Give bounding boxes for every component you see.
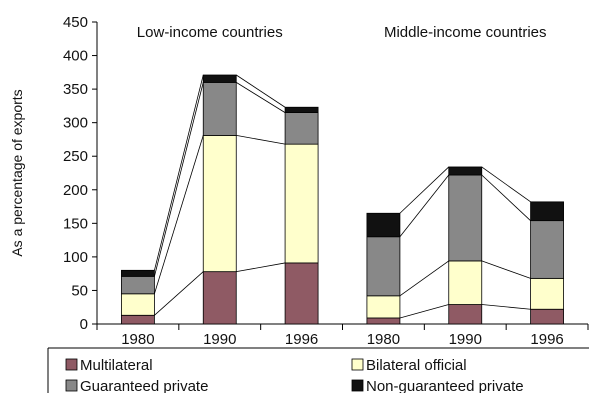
bar-segment-non-guaranteed-private [530,201,564,222]
legend-swatch-non-guaranteed-private [351,379,364,392]
labels: 0 50 100 150 200 250 300 350 400 450 As a percenta… [9,14,564,348]
y-tick-label: 50 [71,282,88,299]
y-tick-label: 450 [63,14,88,31]
bar-segment-multilateral [284,262,319,325]
x-tick-label: 1996 [530,331,563,348]
connector-line [154,135,204,294]
bars [121,74,564,325]
connector-lines [154,74,531,319]
legend: Multilateral Bilateral official Guaranteed… [47,347,589,393]
y-tick-label: 300 [63,115,88,132]
connector-line [154,82,204,277]
bar-segment-bilateral-official [121,293,155,316]
x-tick-label: 1980 [367,331,400,348]
group-title: Middle-income countries [384,24,547,41]
connector-line [399,166,450,214]
bar-segment-bilateral-official [284,143,319,264]
bar-segment-non-guaranteed-private [121,269,155,277]
bar-segment-guaranteed-private [121,275,155,295]
connector-line [481,174,531,221]
bar-segment-multilateral [121,314,155,325]
bar-segment-bilateral-official [448,260,483,305]
legend-label: Bilateral official [366,357,467,374]
legend-label: Guaranteed private [80,378,208,393]
bar-segment-multilateral [530,308,564,325]
bar-segment-guaranteed-private [202,82,237,136]
legend-swatch-multilateral [65,358,78,371]
legend-label: Multilateral [80,357,153,374]
connector-line [154,271,204,316]
connector-line [236,74,286,108]
bar-segment-multilateral [448,304,483,325]
axes [92,21,589,330]
connector-line [399,304,449,319]
legend-swatch-guaranteed-private [65,379,78,392]
bar-segment-bilateral-official [202,135,237,273]
bar-segment-guaranteed-private [284,112,319,145]
bar-segment-bilateral-official [530,277,564,310]
connector-line [399,174,450,238]
x-tick-label: 1990 [449,331,482,348]
x-tick-label: 1980 [121,331,154,348]
connector-line [236,82,286,113]
y-tick-label: 200 [63,182,88,199]
legend-label: Non-guaranteed private [366,378,524,393]
y-tick-label: 400 [63,48,88,65]
bar-segment-non-guaranteed-private [202,74,237,83]
connector-line [236,135,286,145]
y-tick-label: 100 [63,249,88,266]
x-tick-label: 1996 [285,331,318,348]
bar-segment-guaranteed-private [448,174,483,262]
bar-segment-guaranteed-private [366,236,401,297]
bar-segment-multilateral [202,271,237,325]
y-tick-label: 150 [63,215,88,232]
y-tick-label: 250 [63,148,88,165]
y-axis-title: As a percentage of exports [9,89,25,256]
bar-segment-guaranteed-private [530,220,564,279]
bar-segment-bilateral-official [366,295,401,319]
y-tick-label: 0 [80,316,88,333]
connector-line [236,262,286,273]
bar-segment-non-guaranteed-private [448,166,483,176]
bar-segment-non-guaranteed-private [366,212,401,238]
bar-segment-non-guaranteed-private [284,106,319,113]
bar-segment-multilateral [366,317,401,325]
connector-line [481,166,531,203]
y-tick-label: 350 [63,81,88,98]
connector-line [481,304,531,310]
legend-swatch-bilateral-official [351,358,364,371]
connector-line [481,260,531,279]
group-title: Low-income countries [137,24,283,41]
connector-line [154,74,204,271]
connector-line [399,260,449,297]
x-tick-label: 1990 [203,331,236,348]
